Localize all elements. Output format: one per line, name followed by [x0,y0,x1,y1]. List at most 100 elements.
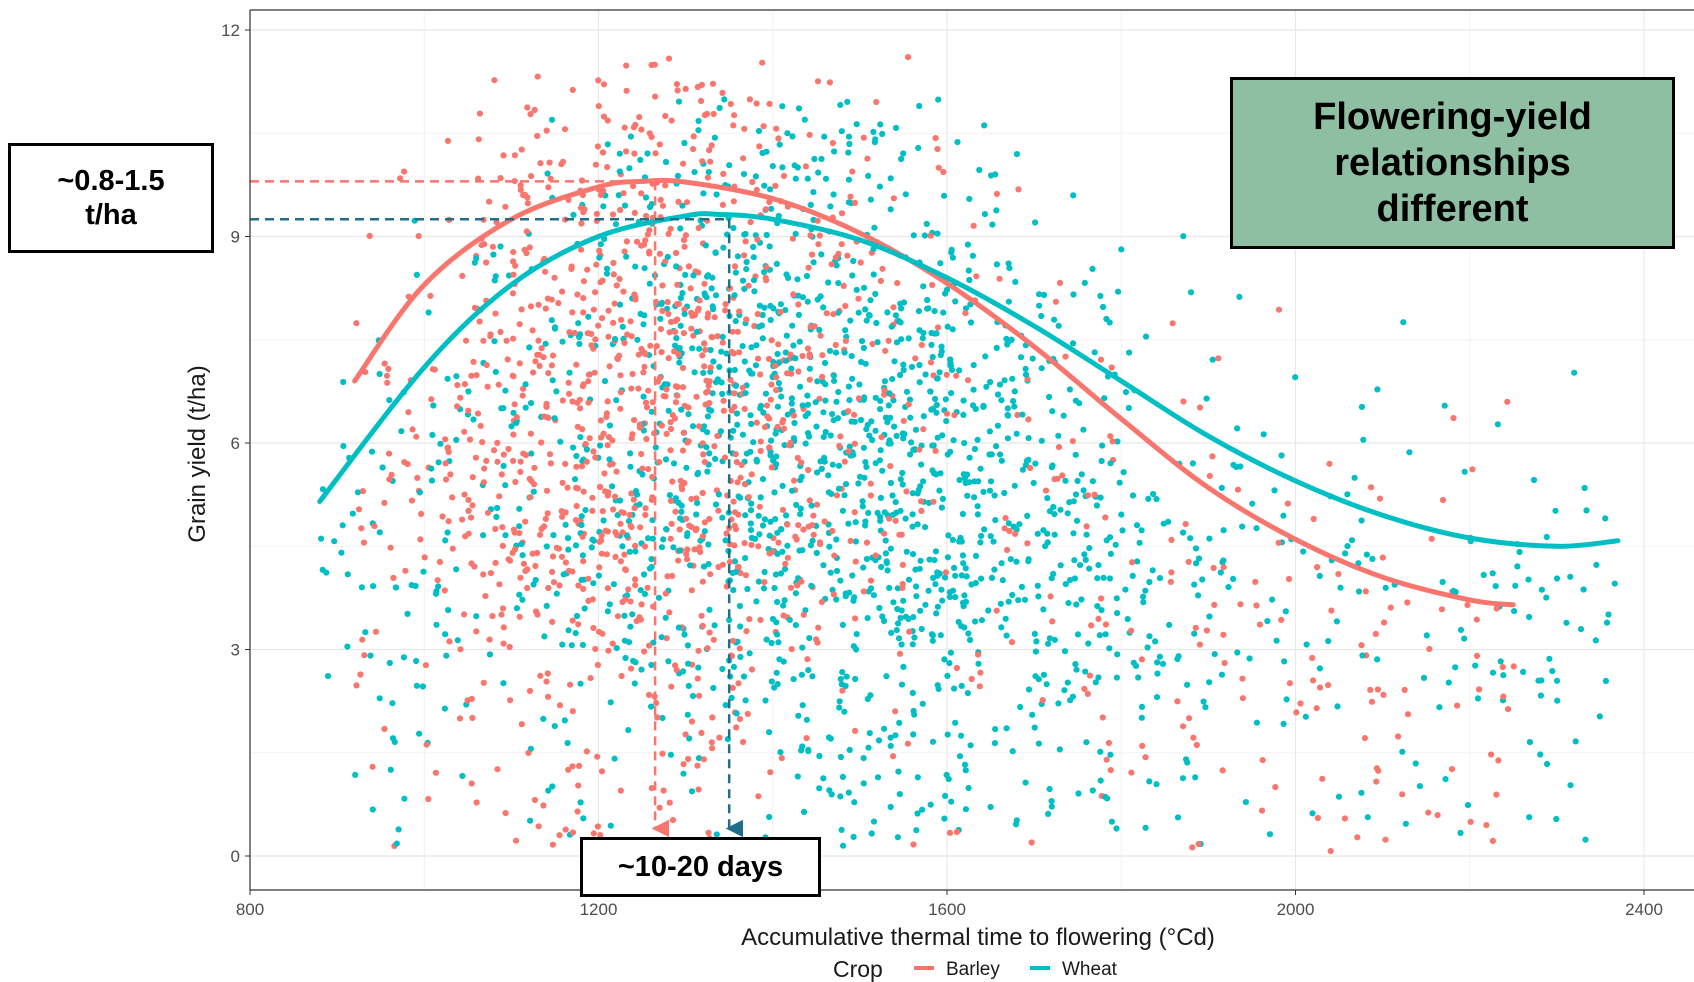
y-axis-title: Grain yield (t/ha) [184,365,211,542]
point-wheat [722,702,729,709]
point-wheat [921,232,928,239]
point-barley [898,531,905,538]
point-wheat [866,312,873,319]
point-barley [798,578,805,585]
point-barley [621,248,628,255]
point-wheat [580,815,587,822]
point-barley [731,112,738,119]
point-wheat [918,625,925,633]
relationship-note-text: Flowering-yield relationships different [1313,96,1592,230]
point-barley [632,542,639,550]
point-wheat [633,488,640,495]
point-barley [361,652,368,659]
point-wheat [582,507,589,514]
point-wheat [820,775,827,782]
point-wheat [763,231,770,239]
point-wheat [519,552,526,559]
point-wheat [1116,479,1123,486]
point-wheat [759,311,766,319]
point-wheat [947,362,954,369]
point-wheat [892,124,900,131]
point-wheat [670,460,678,467]
point-barley [832,341,839,349]
point-barley [597,832,604,839]
point-barley [993,190,1001,197]
point-wheat [621,612,628,619]
point-wheat [1602,677,1609,685]
point-barley [805,264,812,271]
point-wheat [807,201,814,208]
point-barley [601,470,608,477]
point-wheat [1051,636,1058,644]
fitted-curves [317,177,1621,608]
point-barley [1028,839,1035,846]
point-wheat [1146,578,1153,586]
point-wheat [750,254,757,261]
point-wheat [578,513,585,520]
point-wheat [1042,543,1049,550]
point-wheat [1351,474,1358,481]
point-wheat [1218,484,1225,491]
point-wheat [627,450,634,457]
point-wheat [1355,560,1362,567]
point-wheat [898,305,905,312]
point-barley [1373,778,1380,785]
point-barley [663,430,670,437]
point-barley [545,184,552,191]
point-barley [814,217,821,224]
point-wheat [827,432,834,439]
point-wheat [806,635,813,642]
point-barley [612,553,619,561]
point-wheat [641,265,648,272]
point-barley [795,301,802,308]
point-barley [571,329,578,336]
point-barley [423,741,430,748]
point-wheat [641,571,648,578]
point-barley [543,400,550,407]
point-barley [771,362,779,369]
point-wheat [684,530,691,537]
point-wheat [767,518,774,525]
point-wheat [948,798,955,805]
point-wheat [687,562,694,569]
point-barley [1275,306,1283,313]
point-wheat [833,567,841,575]
point-wheat [1180,233,1187,240]
point-wheat [492,368,499,375]
point-wheat [757,494,764,501]
point-barley [498,471,505,478]
point-wheat [816,752,823,760]
point-barley [641,241,648,248]
point-barley [454,382,461,389]
point-wheat [900,150,907,157]
point-wheat [887,175,894,182]
point-barley [695,224,702,232]
point-barley [604,117,611,124]
point-barley [517,468,524,475]
point-wheat [1064,510,1071,517]
point-wheat [600,203,607,210]
point-wheat [1048,803,1055,810]
point-barley [627,522,634,529]
point-wheat [849,572,856,579]
point-wheat [1202,704,1209,711]
point-wheat [774,403,782,410]
point-wheat [993,261,1001,268]
point-barley [900,417,907,424]
point-wheat [932,581,939,588]
point-wheat [897,614,904,622]
point-wheat [1010,398,1017,405]
point-barley [480,571,487,578]
point-wheat [1035,593,1042,600]
point-wheat [778,526,785,533]
point-wheat [761,568,768,576]
point-barley [587,675,594,682]
point-wheat [909,641,916,648]
point-wheat [825,279,832,286]
point-wheat [719,514,726,521]
point-wheat [1072,451,1079,458]
point-barley [536,362,543,369]
point-wheat [964,241,972,248]
point-wheat [513,419,520,427]
point-wheat [804,401,812,408]
